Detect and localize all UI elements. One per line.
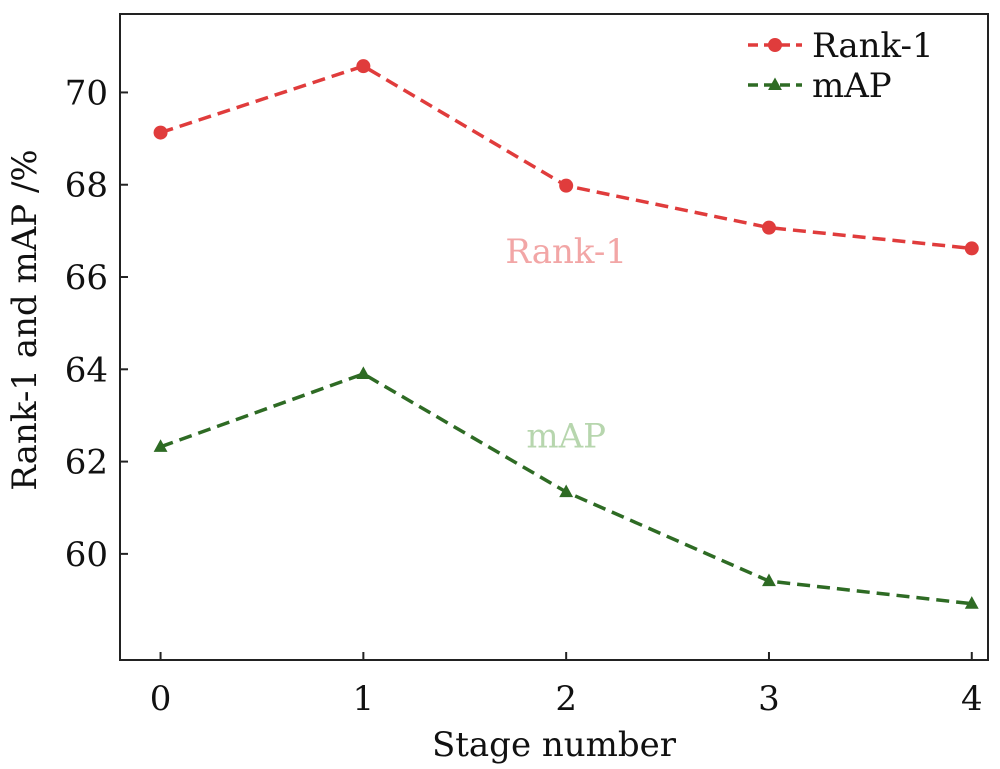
x-axis-ticks: 0 1 2 3 4 <box>150 652 983 719</box>
y-axis-ticks: 60 62 64 66 68 70 <box>65 73 128 575</box>
data-point <box>356 59 371 74</box>
x-axis-title: Stage number <box>432 725 677 765</box>
data-point <box>964 241 979 256</box>
y-axis-title: Rank-1 and mAP /% <box>5 149 45 490</box>
data-point <box>559 178 574 193</box>
legend-label: mAP <box>812 66 892 106</box>
y-tick-label: 66 <box>65 258 108 298</box>
x-tick-label: 4 <box>961 679 983 719</box>
series-layer <box>153 59 979 609</box>
data-point <box>964 596 979 609</box>
data-point <box>768 77 782 91</box>
y-tick-label: 60 <box>65 535 108 575</box>
series-map <box>153 366 979 609</box>
y-tick-label: 70 <box>65 73 108 113</box>
data-point <box>762 573 776 587</box>
data-point <box>356 366 371 379</box>
x-tick-label: 3 <box>758 679 780 719</box>
data-point <box>761 220 776 235</box>
series-rank-1 <box>153 59 979 256</box>
y-tick-label: 64 <box>65 350 108 390</box>
data-point <box>768 38 782 52</box>
data-point <box>153 439 168 452</box>
legend-item: Rank-1 <box>748 26 934 66</box>
data-point <box>559 484 574 498</box>
annotation-label: Rank-1 <box>505 232 627 272</box>
y-tick-label: 62 <box>65 443 108 483</box>
legend-label: Rank-1 <box>812 26 934 66</box>
y-tick-label: 68 <box>65 166 108 206</box>
data-point <box>153 125 168 140</box>
annotation-layer: Rank-1 mAP <box>505 232 627 457</box>
annotation-label: mAP <box>526 417 606 457</box>
x-tick-label: 2 <box>555 679 577 719</box>
x-tick-label: 1 <box>353 679 375 719</box>
plot-frame <box>119 13 989 661</box>
legend-item: mAP <box>748 66 892 106</box>
x-tick-label: 0 <box>150 679 172 719</box>
